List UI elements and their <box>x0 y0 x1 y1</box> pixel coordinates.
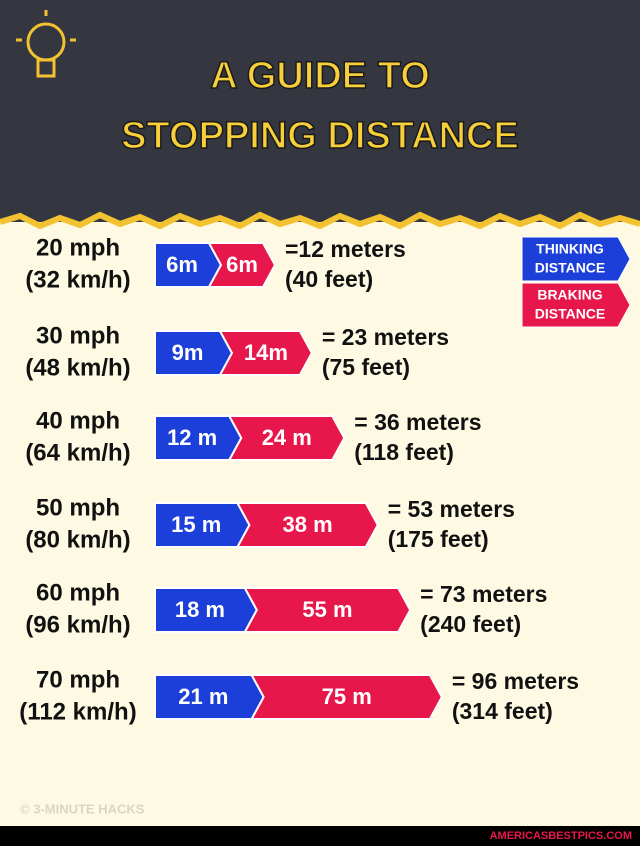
credit: © 3-MINUTE HACKS <box>20 801 145 816</box>
category-label: 30 mph <box>36 322 120 349</box>
value-label: 14m <box>244 340 288 365</box>
value-label: 9m <box>172 340 204 365</box>
total-label: (118 feet) <box>354 439 454 465</box>
category-label: (48 km/h) <box>25 354 130 381</box>
category-label: 40 mph <box>36 407 120 434</box>
value-label: 55 m <box>302 597 352 622</box>
category-label: (32 km/h) <box>25 266 130 293</box>
value-label: 75 m <box>322 684 372 709</box>
legend-label: BRAKING <box>537 287 602 303</box>
legend-label: DISTANCE <box>535 260 606 276</box>
footer-band <box>0 826 640 846</box>
footer: AMERICASBESTPICS.COM <box>490 830 632 842</box>
value-label: 15 m <box>171 512 221 537</box>
category-label: 70 mph <box>36 666 120 693</box>
legend-swatch <box>521 282 631 328</box>
category-label: 60 mph <box>36 579 120 606</box>
bulb-icon <box>16 10 76 78</box>
total-label: (175 feet) <box>388 526 489 552</box>
category-label: (112 km/h) <box>19 698 136 725</box>
value-label: 12 m <box>167 425 217 450</box>
total-label: = 23 meters <box>322 324 449 350</box>
category-label: (64 km/h) <box>25 439 130 466</box>
total-label: (314 feet) <box>452 698 553 724</box>
category-label: (96 km/h) <box>25 611 130 638</box>
value-label: 6m <box>226 252 258 277</box>
category-label: 50 mph <box>36 494 120 521</box>
total-label: = 53 meters <box>388 496 515 522</box>
category-label: 20 mph <box>36 234 120 261</box>
total-label: =12 meters <box>285 236 406 262</box>
title-line: A GUIDE TO <box>210 55 430 97</box>
bar-segment <box>218 330 313 376</box>
total-label: = 36 meters <box>354 409 481 435</box>
legend-label: THINKING <box>536 241 604 257</box>
title-line: STOPPING DISTANCE <box>121 115 519 157</box>
bar-segment <box>235 502 379 548</box>
category-label: (80 km/h) <box>25 526 130 553</box>
value-label: 38 m <box>283 512 333 537</box>
legend-label: DISTANCE <box>535 306 606 322</box>
total-label: (75 feet) <box>322 354 410 380</box>
header-edge <box>0 211 640 230</box>
total-label: (40 feet) <box>285 266 373 292</box>
legend-swatch <box>521 236 631 282</box>
value-label: 24 m <box>262 425 312 450</box>
total-label: (240 feet) <box>420 611 521 637</box>
bar-segment <box>243 587 412 633</box>
bar-segment <box>249 674 443 720</box>
total-label: = 96 meters <box>452 668 579 694</box>
header-band <box>0 0 640 222</box>
bar-segment <box>207 242 277 288</box>
value-label: 18 m <box>175 597 225 622</box>
value-label: 21 m <box>178 684 228 709</box>
total-label: = 73 meters <box>420 581 547 607</box>
value-label: 6m <box>166 252 198 277</box>
bar-segment <box>227 415 346 461</box>
